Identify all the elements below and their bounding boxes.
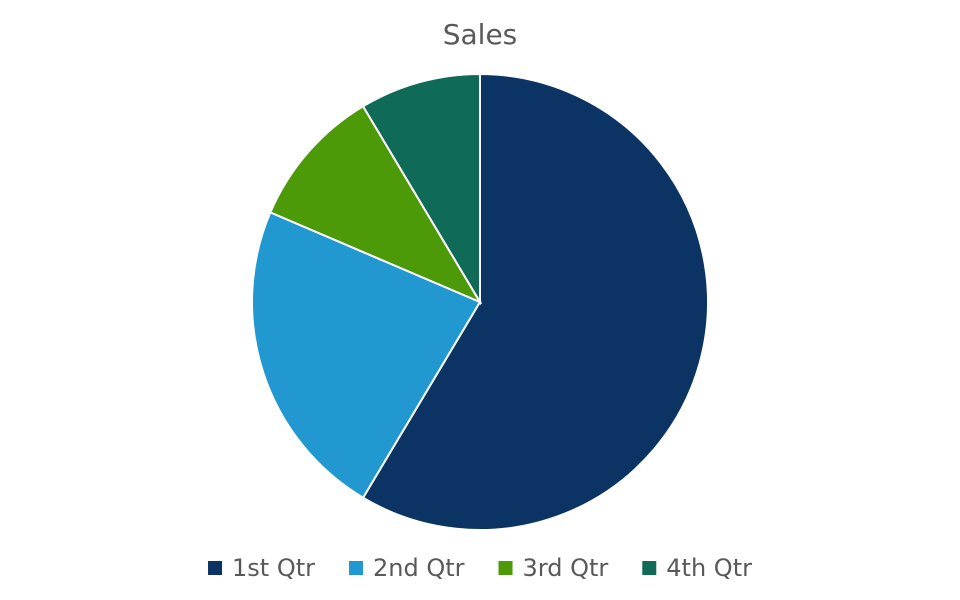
- legend-swatch: [642, 561, 657, 575]
- legend-label: 3rd Qtr: [523, 554, 609, 582]
- legend-label: 2nd Qtr: [373, 554, 465, 582]
- pie-slice: [361, 72, 709, 531]
- legend-swatch: [498, 561, 513, 575]
- pie-slice: [251, 211, 482, 500]
- chart-title: Sales: [443, 18, 518, 51]
- legend-swatch: [208, 561, 223, 575]
- pie-slice: [269, 104, 483, 305]
- legend: 1st Qtr 2nd Qtr 3rd Qtr 4th Qtr: [208, 554, 752, 582]
- legend-swatch: [349, 561, 364, 575]
- pie-slice: [361, 72, 481, 306]
- legend-label: 4th Qtr: [666, 554, 752, 582]
- legend-label: 1st Qtr: [232, 554, 315, 582]
- pie: [251, 72, 709, 531]
